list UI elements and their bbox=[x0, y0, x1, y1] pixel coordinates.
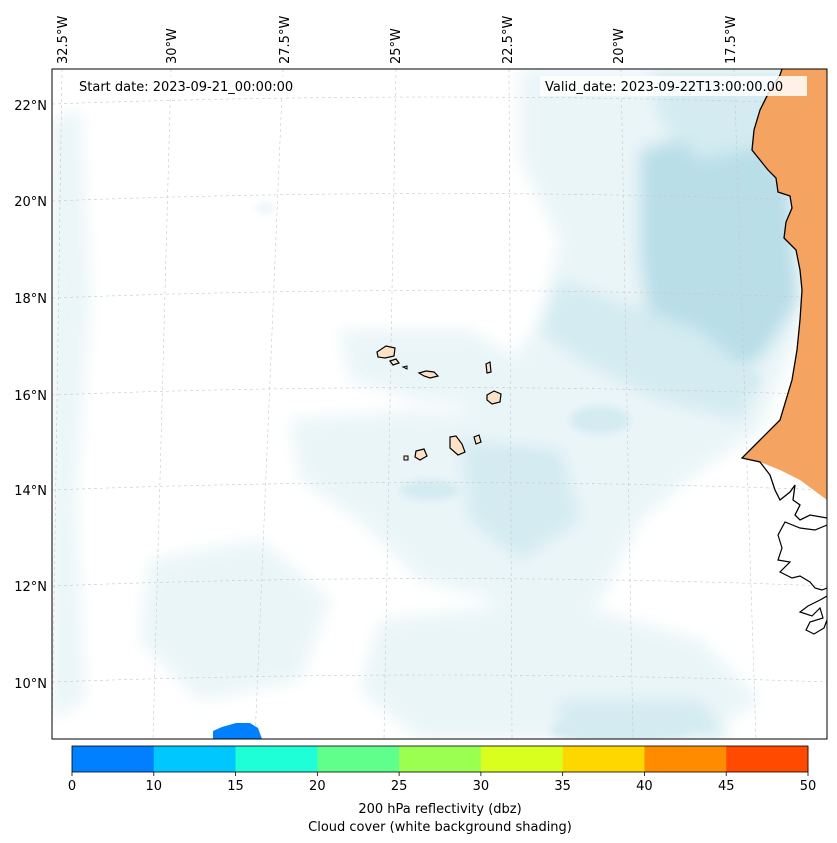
guinea-coastline bbox=[777, 521, 827, 591]
colorbar-segment bbox=[317, 746, 400, 772]
meridian-30w bbox=[152, 69, 172, 739]
cloud-patch bbox=[550, 718, 690, 739]
africa-land bbox=[742, 69, 827, 500]
colorbar-segment bbox=[480, 746, 564, 772]
lat-label-10n: 10°N bbox=[14, 677, 47, 692]
colorbar-tick-label: 25 bbox=[391, 779, 408, 794]
africa-coastline bbox=[740, 69, 827, 521]
meridian-25w bbox=[383, 69, 397, 739]
colorbar-sublabel: Cloud cover (white background shading) bbox=[308, 820, 572, 835]
parallel-18n bbox=[52, 290, 827, 299]
colorbar-tick-label: 45 bbox=[718, 779, 735, 794]
colorbar-segment bbox=[399, 746, 482, 772]
colorbar-label: 200 hPa reflectivity (dbz) bbox=[358, 802, 521, 817]
colorbar-tick-label: 50 bbox=[800, 779, 817, 794]
island-maio bbox=[473, 434, 482, 445]
lon-label-20w: 20°W bbox=[612, 28, 627, 64]
cloud-patches bbox=[255, 203, 760, 739]
colorbar-tick-label: 0 bbox=[68, 779, 76, 794]
colorbar-tick-label: 35 bbox=[554, 779, 571, 794]
lon-label-25w: 25°W bbox=[389, 28, 404, 64]
latitude-labels: 22°N 20°N 18°N 16°N 14°N 12°N 10°N bbox=[14, 99, 47, 692]
cloud-patch bbox=[400, 480, 460, 500]
meridian-17-5w bbox=[733, 69, 757, 739]
meridian-22-5w bbox=[508, 69, 513, 739]
lat-label-18n: 18°N bbox=[14, 292, 47, 307]
cape-verde-islands bbox=[376, 345, 502, 461]
lat-label-22n: 22°N bbox=[14, 99, 47, 114]
colorbar-ticks: 0 10 15 20 25 30 35 40 45 50 bbox=[68, 772, 816, 794]
valid-date-label: Valid_date: 2023-09-22T13:00:00.00 bbox=[545, 80, 783, 95]
meridian-32-5w bbox=[52, 69, 63, 739]
island-sao-vicente bbox=[389, 358, 400, 366]
cloud-region-dense bbox=[640, 120, 800, 380]
colorbar-segment bbox=[235, 746, 318, 772]
cloud-patch bbox=[680, 366, 760, 394]
lon-label-22-5w: 22.5°W bbox=[501, 16, 516, 64]
island-santiago bbox=[449, 435, 466, 456]
map-frame bbox=[51, 68, 828, 740]
colorbar-segment bbox=[562, 746, 645, 772]
cloud-patch bbox=[480, 452, 560, 488]
colorbar-segments bbox=[72, 746, 809, 772]
parallel-10n bbox=[52, 674, 827, 683]
lon-label-30w: 30°W bbox=[165, 28, 180, 64]
map-panel: Start date: 2023-09-21_00:00:00 Valid_da… bbox=[51, 68, 828, 740]
lat-label-16n: 16°N bbox=[14, 389, 47, 404]
colorbar-segment bbox=[72, 746, 155, 772]
island-boa-vista bbox=[486, 390, 502, 405]
parallel-14n bbox=[52, 482, 827, 491]
island-santa-luzia bbox=[401, 365, 408, 370]
meridian-27-5w bbox=[254, 69, 284, 739]
valid-date-box bbox=[540, 76, 807, 96]
start-date-box bbox=[72, 76, 312, 96]
island-fogo bbox=[414, 448, 428, 461]
parallel-12n bbox=[52, 578, 827, 587]
cloud-cover-shading bbox=[52, 69, 800, 739]
lon-label-17-5w: 17.5°W bbox=[724, 16, 739, 64]
lat-label-12n: 12°N bbox=[14, 580, 47, 595]
lat-label-14n: 14°N bbox=[14, 484, 47, 499]
colorbar-tick-label: 10 bbox=[146, 779, 163, 794]
cloud-patch bbox=[255, 203, 275, 213]
colorbar-tick-label: 15 bbox=[227, 779, 244, 794]
cloud-region-west bbox=[52, 110, 90, 720]
lon-label-32-5w: 32.5°W bbox=[56, 16, 71, 64]
colorbar-segment bbox=[726, 746, 809, 772]
colorbar-segment bbox=[644, 746, 727, 772]
island-sal bbox=[485, 361, 492, 374]
island-sao-nicolau bbox=[417, 370, 440, 379]
colorbar-frame bbox=[71, 745, 809, 773]
longitude-labels: 32.5°W 30°W 27.5°W 25°W 22.5°W 20°W 17.5… bbox=[56, 16, 739, 64]
colorbar: 0 10 15 20 25 30 35 40 45 50 200 hPa reflectivity… bbox=[68, 745, 816, 835]
island-brava bbox=[403, 455, 409, 461]
reflectivity-cell bbox=[213, 723, 262, 739]
parallel-16n bbox=[52, 387, 827, 396]
colorbar-segment bbox=[153, 746, 237, 772]
cloud-patch bbox=[570, 406, 630, 434]
start-date-label: Start date: 2023-09-21_00:00:00 bbox=[79, 80, 293, 95]
island-santo-antao bbox=[376, 345, 396, 359]
parallel-20n bbox=[52, 193, 827, 202]
meridian-20w bbox=[620, 69, 634, 739]
graticule bbox=[52, 69, 827, 739]
lon-label-27-5w: 27.5°W bbox=[278, 16, 293, 64]
guinea-coastline-south bbox=[798, 595, 827, 635]
colorbar-tick-label: 40 bbox=[636, 779, 653, 794]
colorbar-tick-label: 30 bbox=[473, 779, 490, 794]
colorbar-tick-label: 20 bbox=[309, 779, 326, 794]
lat-label-20n: 20°N bbox=[14, 195, 47, 210]
parallel-22n bbox=[52, 96, 827, 105]
